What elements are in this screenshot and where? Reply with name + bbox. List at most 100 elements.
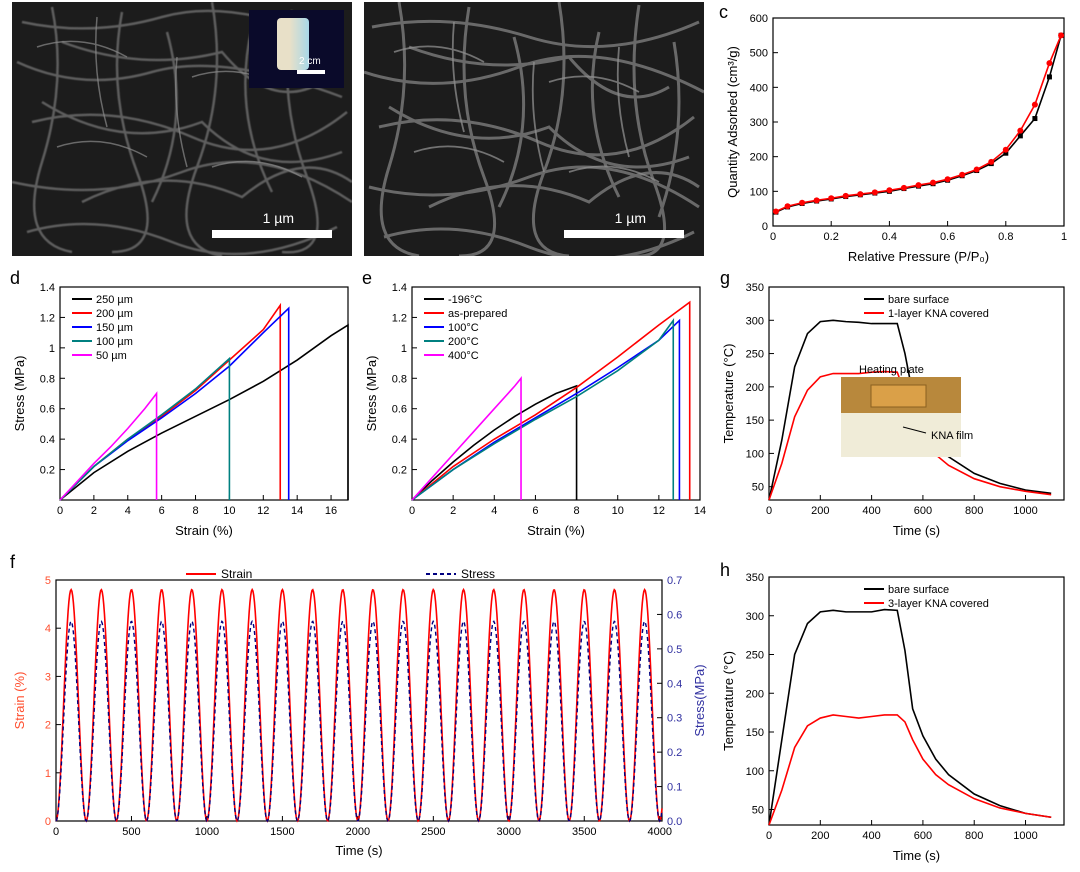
svg-text:-196°C: -196°C [448, 294, 482, 306]
svg-text:Heating plate: Heating plate [859, 364, 924, 376]
svg-text:0.4: 0.4 [40, 434, 55, 446]
svg-text:1000: 1000 [195, 826, 219, 838]
svg-text:Temperature (°C): Temperature (°C) [721, 344, 736, 444]
svg-text:0: 0 [766, 505, 772, 517]
svg-text:0.1: 0.1 [667, 782, 682, 794]
svg-text:0: 0 [57, 505, 63, 517]
svg-text:0.8: 0.8 [40, 373, 55, 385]
svg-text:3-layer KNA covered: 3-layer KNA covered [888, 598, 989, 610]
svg-text:500: 500 [122, 826, 140, 838]
svg-text:Stress (MPa): Stress (MPa) [364, 356, 379, 432]
svg-text:0.2: 0.2 [392, 465, 407, 477]
svg-text:1: 1 [49, 343, 55, 355]
svg-text:bare surface: bare surface [888, 584, 949, 596]
inset-photo-a: 2 cm [249, 10, 344, 88]
svg-text:4: 4 [125, 505, 131, 517]
chart-g: 0200400600800100050100150200250300350Tim… [714, 275, 1076, 540]
svg-text:1.2: 1.2 [40, 312, 55, 324]
svg-text:150: 150 [746, 415, 764, 427]
svg-text:100 µm: 100 µm [96, 336, 133, 348]
svg-text:10: 10 [612, 505, 624, 517]
svg-text:0: 0 [766, 830, 772, 842]
svg-text:0.4: 0.4 [667, 678, 682, 690]
svg-text:0: 0 [53, 826, 59, 838]
svg-text:1500: 1500 [270, 826, 294, 838]
svg-text:800: 800 [965, 505, 983, 517]
svg-text:0: 0 [762, 221, 768, 233]
inset-scale-text: 2 cm [299, 56, 321, 67]
svg-text:2: 2 [45, 720, 51, 732]
svg-text:5: 5 [45, 575, 51, 587]
svg-text:0.8: 0.8 [392, 373, 407, 385]
svg-text:50: 50 [752, 805, 764, 817]
svg-text:2: 2 [91, 505, 97, 517]
svg-text:400°C: 400°C [448, 350, 479, 362]
svg-text:1000: 1000 [1013, 505, 1037, 517]
chart-h: 0200400600800100050100150200250300350Tim… [714, 565, 1076, 865]
svg-text:Temperature (°C): Temperature (°C) [721, 651, 736, 751]
svg-text:0.3: 0.3 [667, 713, 682, 725]
svg-text:1.2: 1.2 [392, 312, 407, 324]
svg-text:1-layer KNA covered: 1-layer KNA covered [888, 308, 989, 320]
svg-text:250 µm: 250 µm [96, 294, 133, 306]
svg-text:50 µm: 50 µm [96, 350, 127, 362]
inset-scale-bar [297, 70, 325, 74]
svg-text:Stress: Stress [461, 567, 495, 581]
svg-text:0.6: 0.6 [392, 404, 407, 416]
svg-text:400: 400 [862, 830, 880, 842]
chart-c: 00.20.40.60.810100200300400500600Relativ… [718, 6, 1076, 266]
svg-text:3000: 3000 [497, 826, 521, 838]
svg-text:600: 600 [914, 505, 932, 517]
svg-text:1: 1 [45, 768, 51, 780]
svg-text:150 µm: 150 µm [96, 322, 133, 334]
svg-text:3500: 3500 [572, 826, 596, 838]
svg-text:0.2: 0.2 [40, 465, 55, 477]
svg-text:350: 350 [746, 282, 764, 294]
svg-text:1: 1 [401, 343, 407, 355]
svg-text:150: 150 [746, 727, 764, 739]
svg-text:0: 0 [409, 505, 415, 517]
svg-text:0.7: 0.7 [667, 575, 682, 587]
scale-bar-b [564, 230, 684, 238]
svg-text:12: 12 [257, 505, 269, 517]
svg-text:6: 6 [532, 505, 538, 517]
svg-text:0.5: 0.5 [667, 644, 682, 656]
sem-image-b: 1 µm [364, 2, 704, 256]
svg-text:0.0: 0.0 [667, 816, 682, 828]
svg-text:bare surface: bare surface [888, 294, 949, 306]
svg-text:200°C: 200°C [448, 336, 479, 348]
svg-text:Time (s): Time (s) [893, 848, 940, 863]
svg-text:600: 600 [750, 13, 768, 25]
scale-bar-a [212, 230, 332, 238]
svg-text:2000: 2000 [346, 826, 370, 838]
svg-text:100: 100 [750, 186, 768, 198]
chart-f: 050010001500200025003000350040000123450.… [8, 558, 714, 861]
svg-text:KNA film: KNA film [931, 430, 973, 442]
scale-text-a: 1 µm [263, 210, 294, 226]
svg-text:16: 16 [325, 505, 337, 517]
svg-text:0.4: 0.4 [882, 231, 897, 243]
svg-text:50: 50 [752, 482, 764, 494]
svg-text:300: 300 [746, 315, 764, 327]
svg-text:400: 400 [750, 82, 768, 94]
svg-text:300: 300 [750, 117, 768, 129]
svg-text:0.4: 0.4 [392, 434, 407, 446]
svg-text:100: 100 [746, 448, 764, 460]
svg-text:500: 500 [750, 48, 768, 60]
svg-text:10: 10 [223, 505, 235, 517]
svg-text:1: 1 [1061, 231, 1067, 243]
svg-text:Strain (%): Strain (%) [527, 523, 585, 538]
svg-text:Strain (%): Strain (%) [12, 672, 27, 730]
svg-text:1.4: 1.4 [392, 282, 407, 294]
svg-text:0.2: 0.2 [824, 231, 839, 243]
svg-text:200: 200 [750, 152, 768, 164]
svg-text:300: 300 [746, 611, 764, 623]
panel-a: 2 cm 1 µm [12, 2, 352, 256]
svg-text:14: 14 [291, 505, 303, 517]
svg-text:0.6: 0.6 [667, 609, 682, 621]
svg-text:100: 100 [746, 766, 764, 778]
svg-text:0.2: 0.2 [667, 747, 682, 759]
svg-text:0: 0 [45, 816, 51, 828]
svg-text:Strain: Strain [221, 567, 252, 581]
svg-text:3: 3 [45, 671, 51, 683]
